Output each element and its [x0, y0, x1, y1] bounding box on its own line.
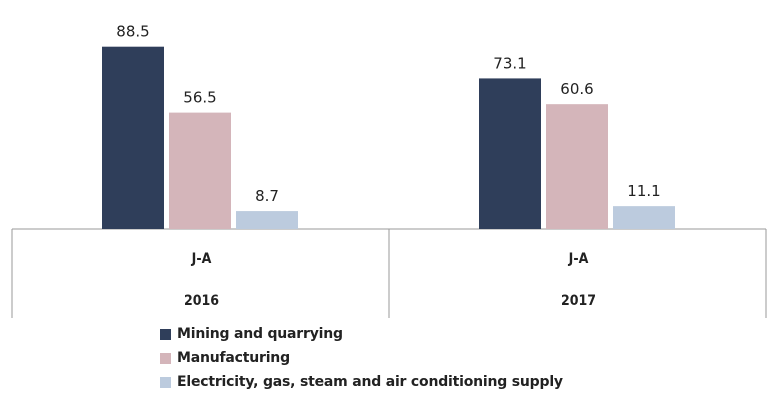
category-label-1: J-A: [568, 251, 589, 267]
year-label-1: 2017: [561, 293, 596, 309]
legend-label-manufacturing: Manufacturing: [177, 350, 290, 366]
value-label-series0-group0: 88.5: [116, 23, 149, 41]
bar-series1-group0: [169, 112, 231, 229]
category-label-0: J-A: [191, 251, 212, 267]
legend-swatch-electricity: [160, 376, 171, 388]
chart-category-labels: J-A 2016 J-A 2017: [184, 251, 596, 309]
chart-legend: Mining and quarrying Manufacturing Elect…: [160, 322, 563, 394]
value-label-series2-group1: 11.1: [627, 182, 660, 200]
value-label-series2-group0: 8.7: [255, 187, 279, 205]
bar-series0-group1: [479, 78, 541, 229]
bar-series1-group1: [546, 104, 608, 229]
bar-series2-group1: [613, 206, 675, 229]
legend-label-electricity: Electricity, gas, steam and air conditio…: [177, 374, 563, 390]
legend-item-mining: Mining and quarrying: [160, 322, 563, 346]
chart-axes: [11, 228, 767, 318]
value-label-series0-group1: 73.1: [493, 54, 526, 72]
bar-series0-group0: [102, 46, 164, 229]
year-label-0: 2016: [184, 293, 219, 309]
value-label-series1-group0: 56.5: [183, 89, 216, 107]
legend-swatch-manufacturing: [160, 352, 171, 364]
bar-chart: 88.5 73.1 56.5 60.6 8.7 11.1 J-A 2016 J-A 2017: [11, 23, 767, 318]
legend-item-electricity: Electricity, gas, steam and air conditio…: [160, 370, 563, 394]
legend-swatch-mining: [160, 328, 171, 340]
chart-bars: [102, 46, 675, 229]
legend-label-mining: Mining and quarrying: [177, 326, 343, 342]
chart-value-labels: 88.5 73.1 56.5 60.6 8.7 11.1: [116, 23, 660, 205]
bar-series2-group0: [236, 211, 298, 229]
legend-item-manufacturing: Manufacturing: [160, 346, 563, 370]
value-label-series1-group1: 60.6: [560, 80, 593, 98]
